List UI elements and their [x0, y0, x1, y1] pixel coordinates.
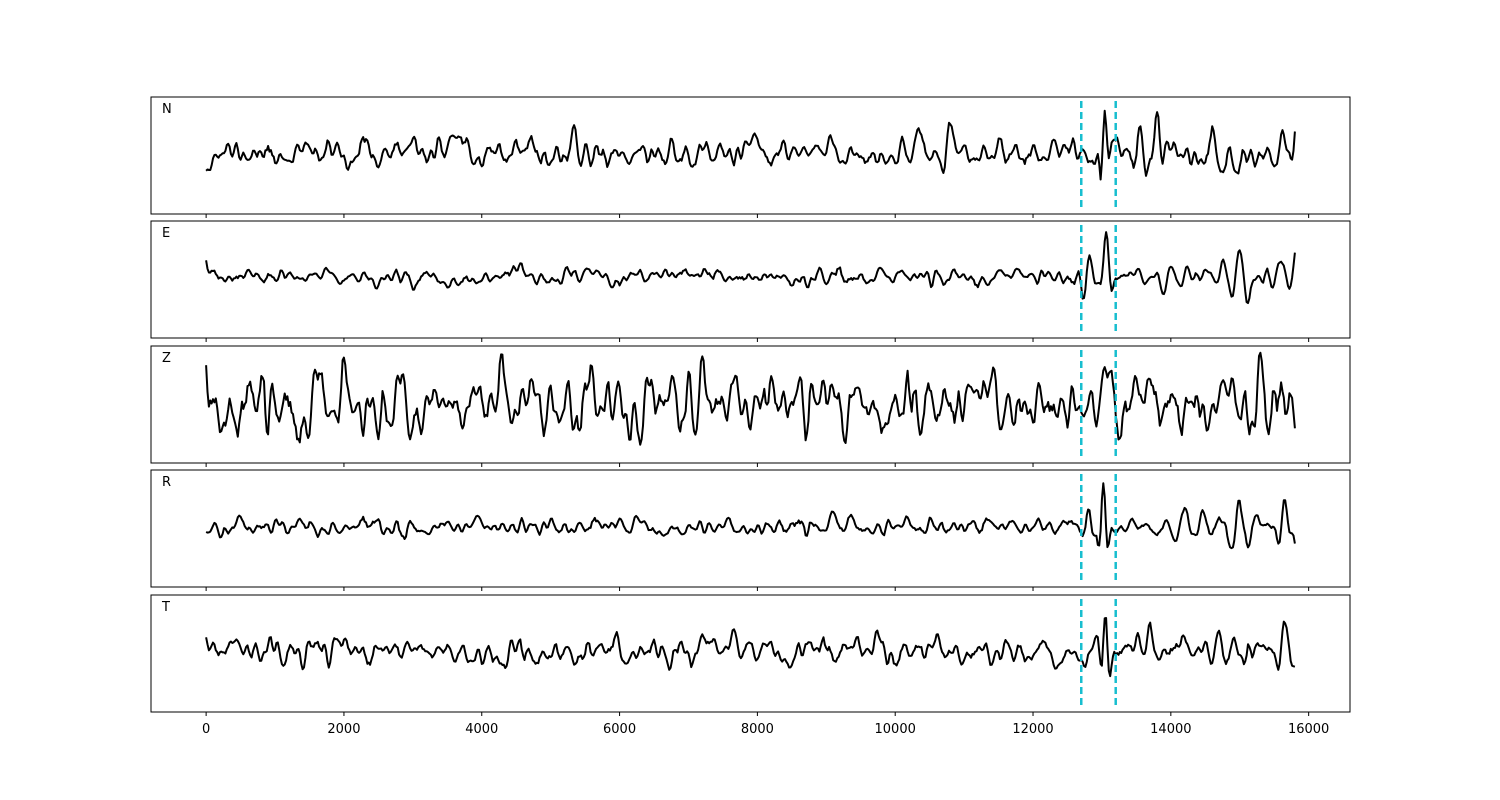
trace-e	[205, 231, 1296, 305]
panel-label: N	[162, 102, 172, 117]
panel-e: E	[150, 220, 1351, 342]
panel-r: R	[150, 469, 1351, 591]
x-tick-label: 8000	[741, 722, 774, 737]
x-tick-label: 6000	[603, 722, 636, 737]
panel-frame	[150, 220, 1351, 339]
x-tick-label: 12000	[1012, 722, 1053, 737]
trace-z	[205, 351, 1296, 446]
x-tick-label: 10000	[875, 722, 916, 737]
panel-label: R	[162, 475, 171, 490]
panel-label: Z	[162, 351, 171, 366]
panel-z: Z	[150, 345, 1351, 467]
x-axis: 0 2000 4000 6000 8000 10000 12000 14000 16000	[202, 722, 1329, 737]
trace-panels: N E Z R T	[150, 96, 1351, 716]
panel-t: T	[150, 594, 1351, 716]
panel-label: E	[162, 226, 170, 241]
panel-frame	[150, 96, 1351, 215]
trace-r	[205, 482, 1296, 550]
x-tick-label: 16000	[1288, 722, 1329, 737]
x-tick-label: 0	[202, 722, 210, 737]
trace-n	[205, 109, 1296, 181]
trace-t	[205, 617, 1296, 678]
panel-frame	[150, 345, 1351, 464]
x-tick-label: 2000	[327, 722, 360, 737]
panel-frame	[150, 594, 1351, 713]
x-tick-label: 4000	[465, 722, 498, 737]
panel-frame	[150, 469, 1351, 588]
x-tick-label: 14000	[1150, 722, 1191, 737]
panel-n: N	[150, 96, 1351, 218]
panel-label: T	[161, 600, 170, 615]
